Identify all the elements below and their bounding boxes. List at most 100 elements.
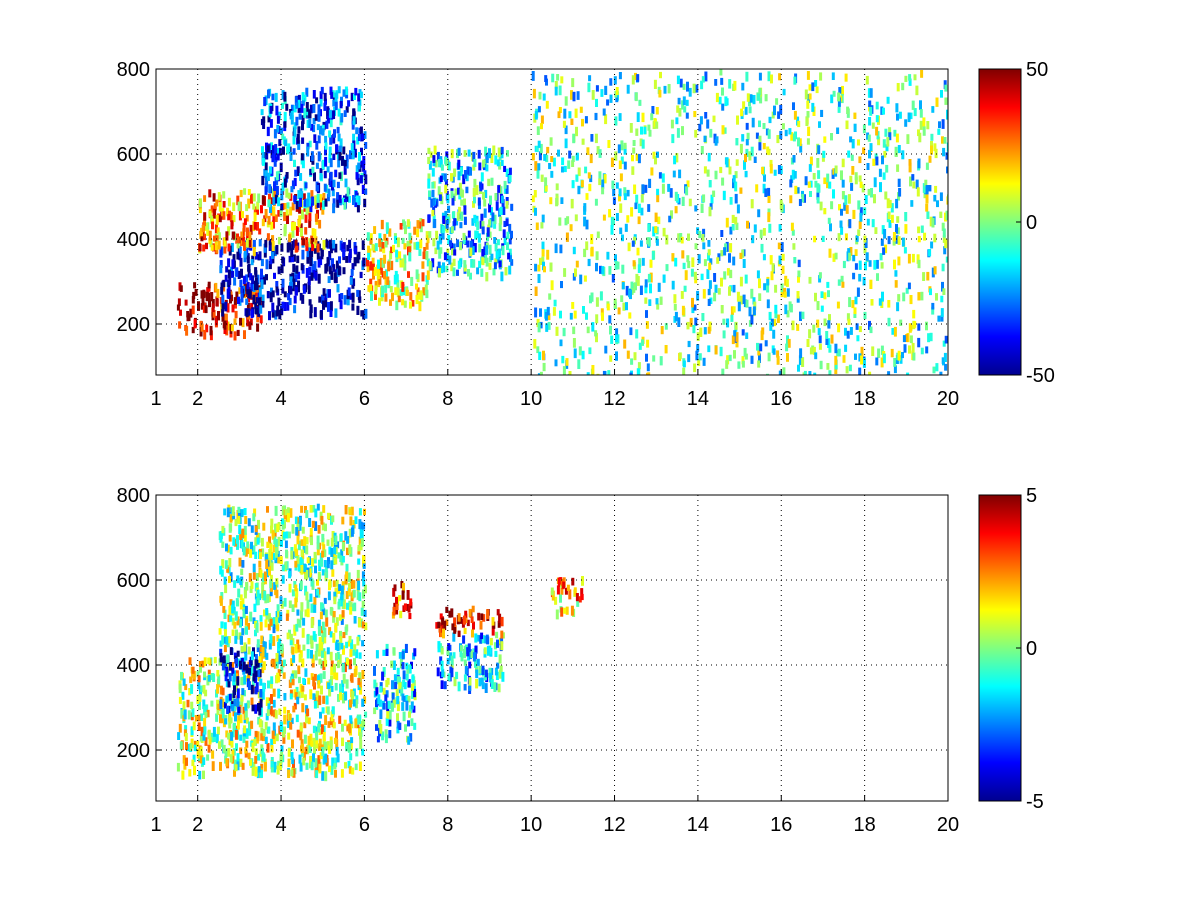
heatmap-cell [273,160,277,167]
heatmap-cell [234,730,238,740]
heatmap-cell [452,211,456,219]
heatmap-cell [500,159,504,166]
heatmap-cell [252,294,256,305]
heatmap-cell [615,334,618,343]
heatmap-cell [200,232,204,242]
heatmap-cell [326,257,330,265]
heatmap-cell [474,230,478,240]
heatmap-cell [896,302,900,312]
heatmap-cell [361,184,365,194]
heatmap-cell [621,234,624,242]
heatmap-cell [263,761,267,772]
heatmap-cell [580,593,584,601]
heatmap-cell [179,741,183,750]
heatmap-cell [317,755,321,765]
heatmap-cell [271,93,275,101]
heatmap-cell [261,646,265,657]
heatmap-cell [700,146,704,155]
heatmap-cell [588,347,592,355]
heatmap-cell [883,150,887,158]
heatmap-cell [203,717,207,728]
heatmap-cell [463,170,467,179]
heatmap-cell [244,709,248,719]
heatmap-cell [319,752,323,760]
heatmap-cell [196,740,200,747]
heatmap-cell [647,124,651,131]
heatmap-cell [400,687,404,697]
heatmap-cell [462,174,466,185]
heatmap-cell [478,260,482,268]
heatmap-cell [638,342,642,350]
heatmap-cell [709,128,713,138]
heatmap-cell [294,560,298,568]
heatmap-cell [694,276,698,284]
heatmap-cell [355,165,359,173]
heatmap-cell [238,557,242,567]
heatmap-cell [329,301,333,312]
heatmap-cell [786,288,790,297]
heatmap-cell [291,646,295,655]
heatmap-cell [942,288,946,295]
heatmap-cell [339,636,343,646]
heatmap-cell [728,286,731,296]
heatmap-cell [213,203,217,211]
heatmap-cell [258,656,262,663]
heatmap-cell [898,111,902,119]
heatmap-cell [372,269,375,280]
heatmap-cell [305,569,309,580]
heatmap-cell [342,693,345,704]
heatmap-cell [629,372,633,375]
heatmap-cell [590,292,594,302]
heatmap-cell [726,355,730,365]
heatmap-cell [640,207,644,216]
heatmap-cell [395,274,399,283]
heatmap-cell [309,304,313,313]
heatmap-cell [798,355,802,366]
x-tick-label: 18 [854,388,876,410]
heatmap-cell [507,252,511,260]
heatmap-cell [503,186,507,194]
heatmap-cell [381,260,385,268]
heatmap-cell [479,220,483,229]
heatmap-cell [472,187,476,197]
heatmap-cell [307,276,311,286]
heatmap-cell [288,234,292,243]
heatmap-cell [669,188,673,198]
heatmap-cell [307,735,311,746]
heatmap-cell [925,185,929,195]
heatmap-cell [297,190,301,200]
heatmap-cell [569,224,573,232]
heatmap-cell [327,721,331,728]
heatmap-cell [239,317,242,326]
heatmap-cell [683,285,687,292]
heatmap-cell [336,126,340,134]
heatmap-cell [904,224,908,234]
heatmap-cell [787,338,791,348]
heatmap-cell [549,262,553,272]
heatmap-cell [399,289,403,296]
heatmap-cell [312,631,316,641]
heatmap-cell [326,647,330,655]
heatmap-cell [635,128,639,136]
heatmap-cell [805,116,809,126]
heatmap-cell [674,257,678,267]
heatmap-cell [295,245,299,252]
heatmap-cell [299,580,303,590]
heatmap-cell [935,363,939,372]
heatmap-cell [480,632,484,640]
heatmap-cell [200,227,203,237]
heatmap-cell [786,335,789,346]
heatmap-cell [767,352,771,362]
heatmap-cell [745,332,749,339]
heatmap-cell [849,327,853,335]
heatmap-cell [319,611,323,620]
heatmap-cell [499,206,503,215]
heatmap-cell [314,726,318,736]
heatmap-cell [338,715,342,724]
heatmap-cell [310,272,314,281]
heatmap-cell [481,221,485,231]
heatmap-cell [771,263,775,272]
heatmap-cell [286,609,290,617]
heatmap-cell [829,223,832,232]
